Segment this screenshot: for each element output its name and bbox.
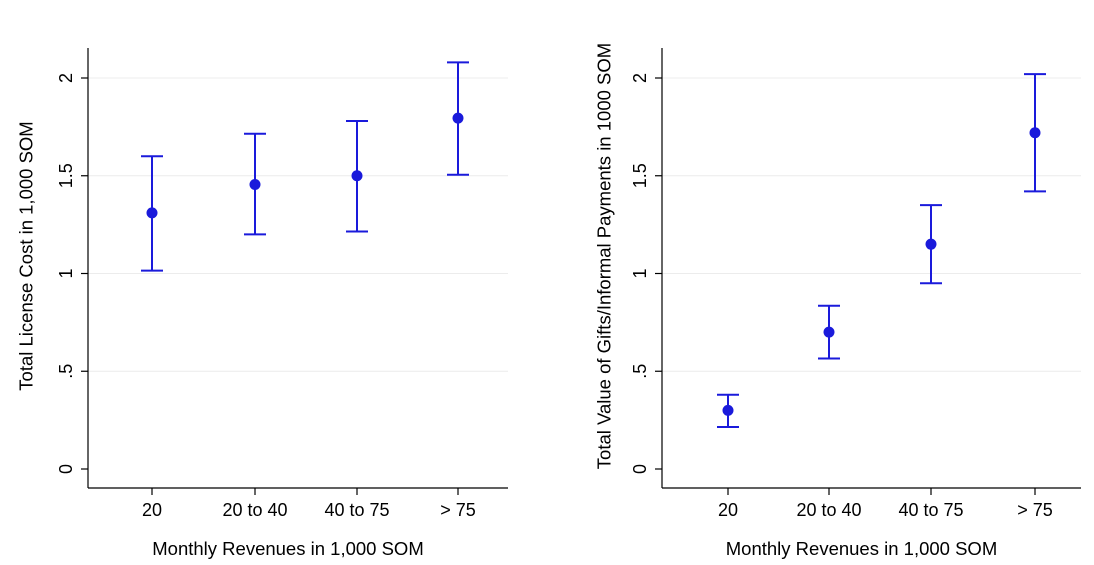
x-axis-title: Monthly Revenues in 1,000 SOM (152, 538, 423, 559)
x-axis-title: Monthly Revenues in 1,000 SOM (726, 538, 997, 559)
y-tick-label: 1.5 (630, 163, 650, 188)
chart-panel-2: 0 .5 1 1.5 2 20 20 to 40 40 to 75 > 75 Monthly Re… (594, 43, 1081, 559)
x-tick-label: 40 to 75 (898, 500, 963, 520)
chart-panel-1: 0 .5 1 1.5 2 20 20 to 40 40 to 75 > 75 Monthly Re… (16, 48, 508, 559)
x-tick-label: 20 to 40 (796, 500, 861, 520)
y-tick-label: 2 (630, 73, 650, 83)
data-point (351, 170, 363, 182)
x-tick-label: 40 to 75 (324, 500, 389, 520)
y-axis-title: Total Value of Gifts/Informal Payments i… (594, 43, 615, 469)
y-tick-label: 0 (630, 464, 650, 474)
data-point (823, 326, 835, 338)
x-tick-label: 20 (142, 500, 162, 520)
y-axis-title: Total License Cost in 1,000 SOM (16, 121, 37, 390)
data-point (249, 179, 261, 191)
data-point (722, 404, 734, 416)
data-point (1029, 127, 1041, 139)
x-tick-label: > 75 (440, 500, 476, 520)
data-point (452, 112, 464, 124)
y-tick-label: 0 (56, 464, 76, 474)
y-tick-label: 1.5 (56, 163, 76, 188)
y-tick-label: 2 (56, 73, 76, 83)
y-tick-label: 1 (630, 268, 650, 278)
x-tick-label: 20 (718, 500, 738, 520)
y-tick-label: .5 (630, 364, 650, 379)
y-tick-label: 1 (56, 268, 76, 278)
x-tick-label: 20 to 40 (222, 500, 287, 520)
x-tick-label: > 75 (1017, 500, 1053, 520)
data-point (146, 207, 158, 219)
data-point (925, 238, 937, 250)
y-tick-label: .5 (56, 364, 76, 379)
